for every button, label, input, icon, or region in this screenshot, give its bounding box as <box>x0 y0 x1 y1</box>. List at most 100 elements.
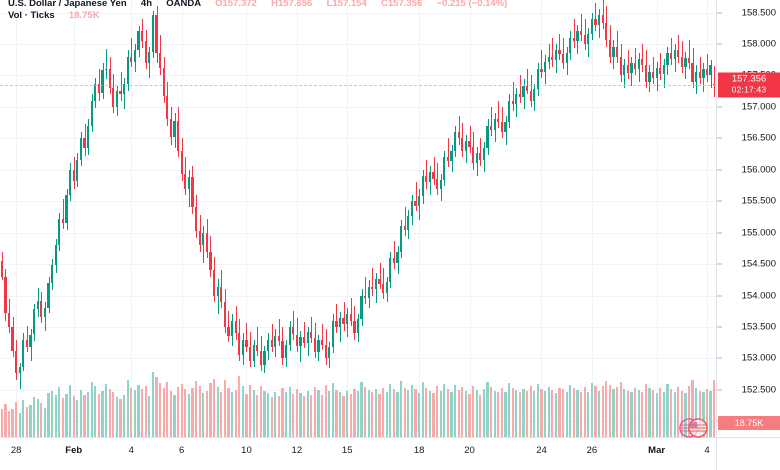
candle-body <box>155 15 158 53</box>
volume-bar <box>317 390 320 437</box>
candle-wick <box>527 69 528 95</box>
volume-bar <box>320 395 324 437</box>
candle-wick <box>426 159 427 189</box>
candle-body <box>486 125 489 149</box>
candle-body <box>335 320 338 327</box>
candle-body <box>83 138 86 149</box>
volume-bar <box>367 390 370 437</box>
vertical-gridline <box>246 0 247 437</box>
volume-bar <box>324 385 327 437</box>
candle-wick <box>383 267 384 300</box>
candle-body <box>450 150 453 161</box>
vertical-gridline <box>347 0 348 437</box>
volume-bar <box>410 385 414 437</box>
volume-bar <box>695 387 698 437</box>
volume-bar <box>601 385 604 437</box>
volume-bar <box>295 389 298 437</box>
volume-bar <box>180 384 183 437</box>
volume-bar <box>338 392 342 437</box>
candle-body <box>148 51 151 63</box>
candle-wick <box>653 56 654 85</box>
volume-bar <box>263 391 266 437</box>
price-tick-mark <box>717 43 722 45</box>
candle-body <box>655 67 658 78</box>
volume-bar <box>40 403 43 437</box>
time-scale-corner <box>716 437 780 470</box>
volume-bar <box>241 386 244 437</box>
candle-wick <box>434 157 435 185</box>
candle-body <box>141 31 144 42</box>
volume-bar <box>90 381 93 437</box>
volume-bar <box>155 377 158 437</box>
volume-bar <box>421 382 424 437</box>
volume-bar <box>533 391 536 437</box>
candle-body <box>547 56 550 62</box>
volume-bar <box>191 388 194 437</box>
candle-body <box>382 284 385 293</box>
candle-wick <box>365 276 366 305</box>
volume-bar <box>666 384 669 437</box>
candle-body <box>115 90 119 107</box>
candle-wick <box>218 279 219 315</box>
candle-body <box>313 338 316 353</box>
volume-bar <box>702 392 705 437</box>
volume-bar <box>698 391 701 437</box>
candle-body <box>166 95 169 120</box>
volume-bar <box>184 389 187 437</box>
candle-body <box>230 320 234 336</box>
price-scale[interactable]: 157.356 02:17:43 18.75K 158.500 158.000 15… <box>716 0 780 437</box>
candle-body <box>331 320 334 348</box>
candle-wick <box>279 319 280 346</box>
candle-wick <box>394 241 395 270</box>
volume-bar <box>83 395 86 437</box>
candle-body <box>310 331 313 339</box>
candle-wick <box>552 37 553 67</box>
candle-wick <box>671 37 672 66</box>
volume-bar <box>482 389 486 437</box>
volume-badge[interactable]: 18.75K <box>718 416 780 430</box>
volume-bar <box>79 389 83 437</box>
candle-wick <box>304 321 305 349</box>
candle-body <box>18 367 21 374</box>
volume-bar <box>342 396 345 437</box>
volume-bar <box>630 392 633 437</box>
time-tick-label: 4 <box>128 445 134 456</box>
vertical-gridline <box>707 0 708 437</box>
candle-wick <box>520 75 521 104</box>
candle-wick <box>678 35 679 63</box>
candle-body <box>284 344 288 359</box>
candle-wick <box>20 363 21 389</box>
volume-bar <box>590 382 593 437</box>
volume-bar <box>414 389 417 437</box>
price-tick-mark <box>717 12 722 14</box>
volume-bar <box>105 383 108 437</box>
plot-area[interactable] <box>0 0 716 437</box>
candle-body <box>349 314 352 321</box>
candle-body <box>615 46 619 57</box>
candle-body <box>475 153 478 164</box>
price-tick-mark <box>717 169 722 171</box>
candle-body <box>597 15 601 26</box>
candle-body <box>651 71 655 78</box>
candle-wick <box>559 33 560 61</box>
candle-body <box>468 140 471 148</box>
time-scale[interactable]: 28 Feb 4 6 10 12 15 18 20 24 26 Mar 4 <box>0 437 716 470</box>
candle-body <box>317 339 320 353</box>
candle-wick <box>628 50 629 80</box>
candle-wick <box>131 37 132 67</box>
current-price-badge[interactable]: 157.356 02:17:43 <box>718 72 780 97</box>
candle-body <box>69 169 72 195</box>
volume-bar <box>436 386 439 437</box>
horizontal-gridline <box>0 358 716 360</box>
candle-body <box>90 100 93 126</box>
candle-body <box>515 94 518 105</box>
volume-bar <box>209 382 212 437</box>
candle-wick <box>405 207 406 237</box>
candle-wick <box>228 310 229 343</box>
candle-body <box>43 308 47 317</box>
candle-body <box>400 226 403 252</box>
candle-body <box>713 83 716 85</box>
volume-bar <box>169 390 172 437</box>
candle-body <box>137 31 140 51</box>
volume-bar <box>540 388 543 437</box>
